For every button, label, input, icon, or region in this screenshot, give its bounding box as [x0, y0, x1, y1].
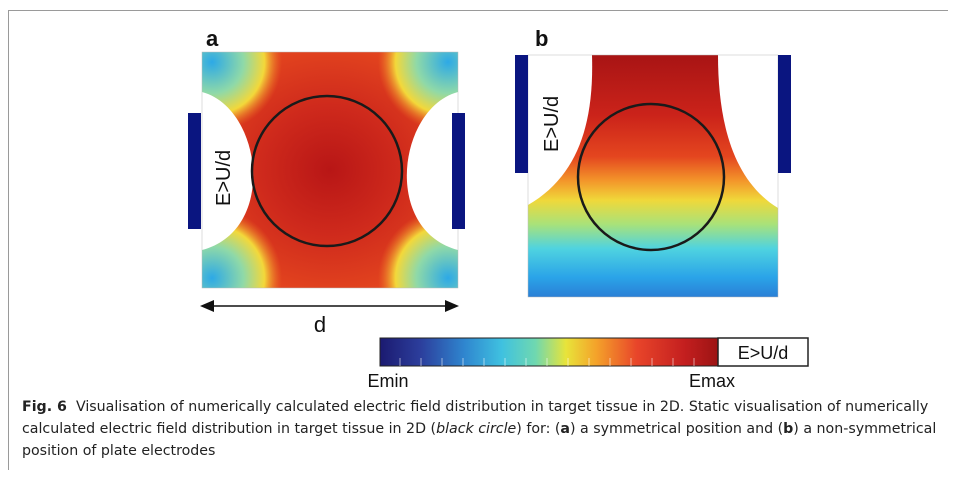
- caption-fig-label: Fig. 6: [22, 399, 67, 415]
- colorbar-threshold-box: [717, 337, 809, 367]
- panel-a-left-electrode: [188, 113, 201, 229]
- colorbar-ticks: [399, 358, 695, 366]
- colorbar: [379, 337, 719, 367]
- colorbar-max-label: Emax: [689, 371, 735, 391]
- figure-frame-left: [8, 10, 9, 470]
- panel-a-target-circle: [250, 94, 404, 248]
- caption-text: ) for: (: [516, 421, 561, 437]
- caption-text: ) a symmetrical position and (: [570, 421, 784, 437]
- caption-black-circle: black circle: [436, 421, 517, 437]
- caption-ref-b: b: [783, 421, 794, 437]
- panel-a-region-label: E>U/d: [213, 150, 235, 206]
- panel-b-field: [528, 55, 778, 297]
- caption-text: ) a non-symmetrical position of plate el…: [22, 421, 937, 459]
- caption-title: Visualisation of numerically calculated …: [75, 399, 685, 415]
- caption-text: Static visualisation of numerically calc…: [22, 399, 929, 437]
- panel-b-label: b: [535, 26, 549, 51]
- caption-ref-a: a: [560, 421, 570, 437]
- distance-label: d: [314, 312, 326, 337]
- panel-a-right-electrode: [452, 113, 465, 229]
- distance-arrow-right-head: [445, 300, 459, 312]
- distance-arrow-left-head: [200, 300, 214, 312]
- colorbar-min-label: Emin: [367, 371, 408, 391]
- panel-a-label: a: [206, 26, 219, 51]
- colorbar-threshold-label: E>U/d: [738, 343, 789, 363]
- panel-b-left-electrode: [515, 55, 528, 173]
- panel-a-field: [202, 52, 458, 288]
- figure-frame-top: [8, 10, 948, 11]
- figure-caption: Fig. 6 Visualisation of numerically calc…: [22, 396, 947, 462]
- panel-b-right-electrode: [778, 55, 791, 173]
- panel-b-region-label: E>U/d: [541, 96, 563, 152]
- panel-b-target-circle: [576, 102, 726, 252]
